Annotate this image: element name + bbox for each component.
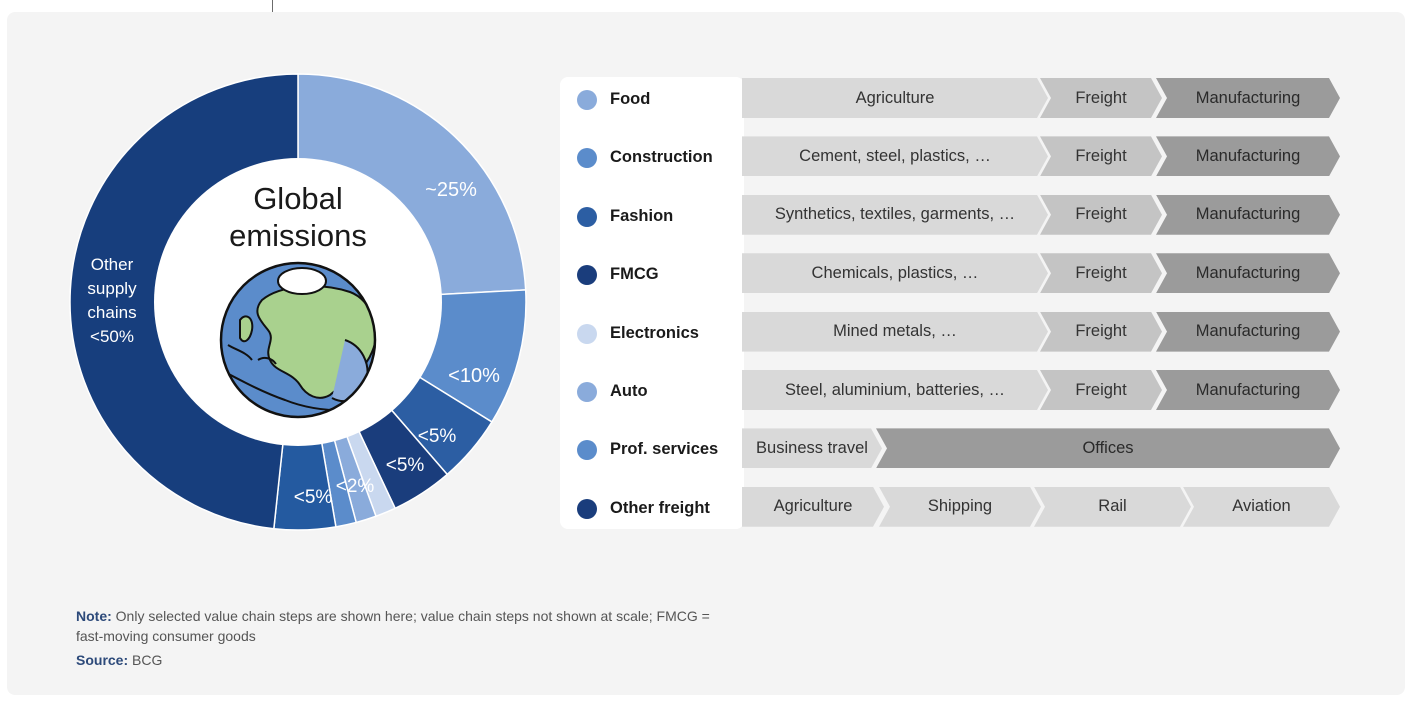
category-label: Construction	[610, 148, 713, 167]
value-chain-step: Mined metals, …	[742, 312, 1048, 352]
category-dot	[577, 440, 597, 461]
value-chain-step: Freight	[1040, 370, 1162, 410]
category-row-fashion: Fashion	[560, 195, 744, 239]
value-chain-step: Synthetics, textiles, garments, …	[742, 195, 1048, 235]
slice-label-other-line-3: <50%	[90, 327, 134, 346]
category-dot	[577, 382, 597, 402]
category-row-fmcg: FMCG	[560, 253, 744, 297]
category-row-auto: Auto	[560, 370, 744, 414]
value-chain-step: Freight	[1040, 78, 1162, 118]
slice-label-2: <5%	[418, 426, 457, 447]
center-title-line-2: emissions	[229, 218, 367, 253]
globe-icon	[219, 261, 377, 419]
category-label: Other freight	[610, 498, 710, 517]
category-row-food: Food	[560, 78, 744, 122]
value-chain-step: Manufacturing	[1156, 78, 1340, 118]
value-chain-step: Agriculture	[742, 487, 884, 527]
value-chain-step: Manufacturing	[1156, 370, 1340, 410]
slice-label-7: <5%	[294, 487, 333, 508]
note-text: Only selected value chain steps are show…	[76, 608, 710, 644]
slice-label-other-line-2: chains	[87, 303, 136, 322]
value-chain-step: Manufacturing	[1156, 195, 1340, 235]
value-chain-step: Offices	[876, 428, 1340, 468]
slice-label-other-line-1: supply	[87, 279, 137, 298]
category-row-prof-services: Prof. services	[560, 428, 744, 472]
category-label: Auto	[610, 382, 648, 400]
category-dot	[577, 148, 597, 169]
value-chain-step: Aviation	[1183, 487, 1340, 527]
category-label: Food	[610, 90, 651, 108]
value-chain-step: Manufacturing	[1156, 253, 1340, 293]
source-line: Source: BCG	[76, 652, 162, 668]
slice-label-1: <10%	[448, 365, 500, 387]
category-label: Prof. services	[610, 440, 719, 459]
category-dot	[577, 90, 597, 110]
value-chain-step: Chemicals, plastics, …	[742, 253, 1048, 293]
note-label: Note:	[76, 608, 112, 624]
category-dot	[577, 265, 597, 286]
value-chain-step: Freight	[1040, 312, 1162, 352]
value-chain-step: Business travel	[742, 428, 882, 468]
category-row-electronics: Electronics	[560, 312, 744, 356]
slice-label-3: <5%	[386, 455, 425, 476]
value-chain-step: Freight	[1040, 195, 1162, 235]
slice-label-other-line-0: Other	[91, 255, 134, 274]
top-divider-tick	[272, 0, 273, 12]
value-chain-step: Freight	[1040, 253, 1162, 293]
category-row-other-freight: Other freight	[560, 487, 744, 531]
value-chain-step: Manufacturing	[1156, 312, 1340, 352]
category-dot	[577, 498, 597, 519]
footnote: Note: Only selected value chain steps ar…	[76, 606, 736, 646]
category-dot	[577, 323, 597, 344]
value-chain-step: Freight	[1040, 136, 1162, 176]
value-chain-step: Manufacturing	[1156, 136, 1340, 176]
category-row-construction: Construction	[560, 136, 744, 180]
source-label: Source:	[76, 652, 129, 668]
value-chain-step: Shipping	[879, 487, 1041, 527]
category-label: Fashion	[610, 206, 674, 225]
category-dot	[577, 206, 597, 227]
value-chain-step: Steel, aluminium, batteries, …	[742, 370, 1048, 410]
slice-label-5: <2%	[336, 476, 375, 497]
category-label: FMCG	[610, 265, 659, 284]
value-chain-step: Cement, steel, plastics, …	[742, 136, 1048, 176]
value-chain-step: Rail	[1034, 487, 1191, 527]
source-text: BCG	[128, 652, 163, 668]
center-title-line-1: Global	[253, 181, 343, 216]
category-legend: Food Construction Fashion FMCG Electronics Au…	[560, 77, 744, 529]
slice-label-0: ~25%	[425, 179, 477, 201]
category-label: Electronics	[610, 323, 699, 342]
value-chain-step: Agriculture	[742, 78, 1048, 118]
